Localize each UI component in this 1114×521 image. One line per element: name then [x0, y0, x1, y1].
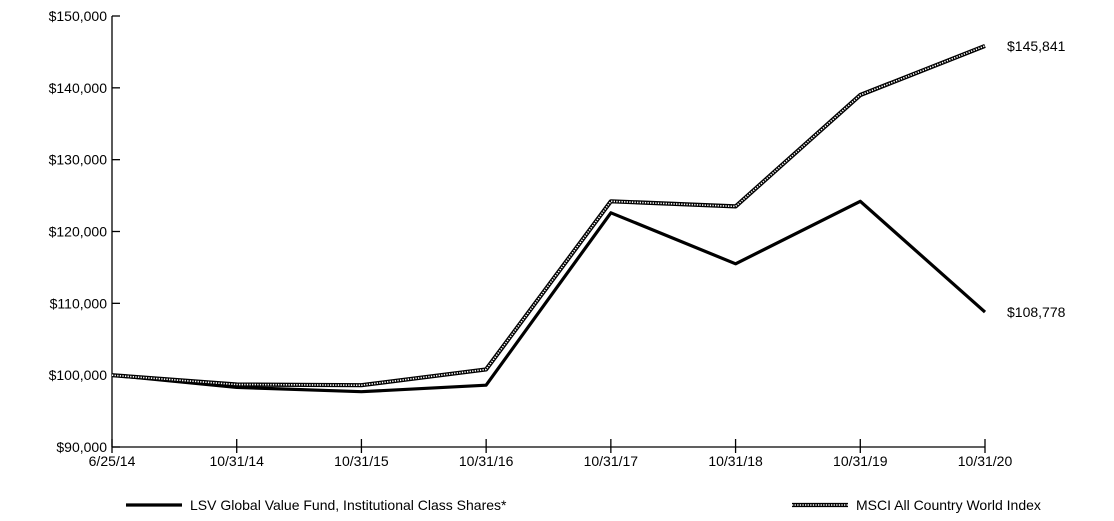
series-line-msci-acwi	[111, 43, 986, 388]
x-axis: 6/25/14 10/31/14 10/31/15 10/31/16 10/31/17 1…	[89, 439, 1013, 469]
x-tick-label: 10/31/20	[958, 453, 1013, 469]
x-tick-label: 10/31/19	[833, 453, 888, 469]
x-tick-label: 10/31/16	[459, 453, 514, 469]
y-tick-label: $90,000	[56, 439, 107, 455]
x-tick-label: 10/31/15	[334, 453, 389, 469]
plot-series	[111, 43, 987, 394]
y-tick-label: $120,000	[49, 224, 108, 240]
x-tick-label: 6/25/14	[89, 453, 136, 469]
series-line-lsv-fund	[111, 199, 987, 394]
series-line-msci-acwi-pattern	[111, 45, 986, 387]
x-tick-label: 10/31/17	[584, 453, 639, 469]
y-tick-label: $140,000	[49, 80, 108, 96]
y-tick-label: $150,000	[49, 8, 108, 24]
y-axis: $90,000 $100,000 $110,000 $120,000 $130,000 $…	[49, 8, 120, 455]
end-value-label: $145,841	[1007, 38, 1066, 54]
y-tick-label: $110,000	[50, 295, 108, 311]
y-tick-label: $100,000	[49, 367, 108, 383]
legend-label-msci-acwi: MSCI All Country World Index	[856, 497, 1041, 513]
x-tick-label: 10/31/18	[708, 453, 763, 469]
legend: LSV Global Value Fund, Institutional Cla…	[126, 497, 1041, 513]
y-tick-label: $130,000	[49, 152, 108, 168]
legend-label-lsv-fund: LSV Global Value Fund, Institutional Cla…	[190, 497, 507, 513]
end-value-label: $108,778	[1007, 304, 1066, 320]
end-labels: $108,778 $145,841	[1007, 38, 1066, 320]
x-tick-label: 10/31/14	[209, 453, 264, 469]
